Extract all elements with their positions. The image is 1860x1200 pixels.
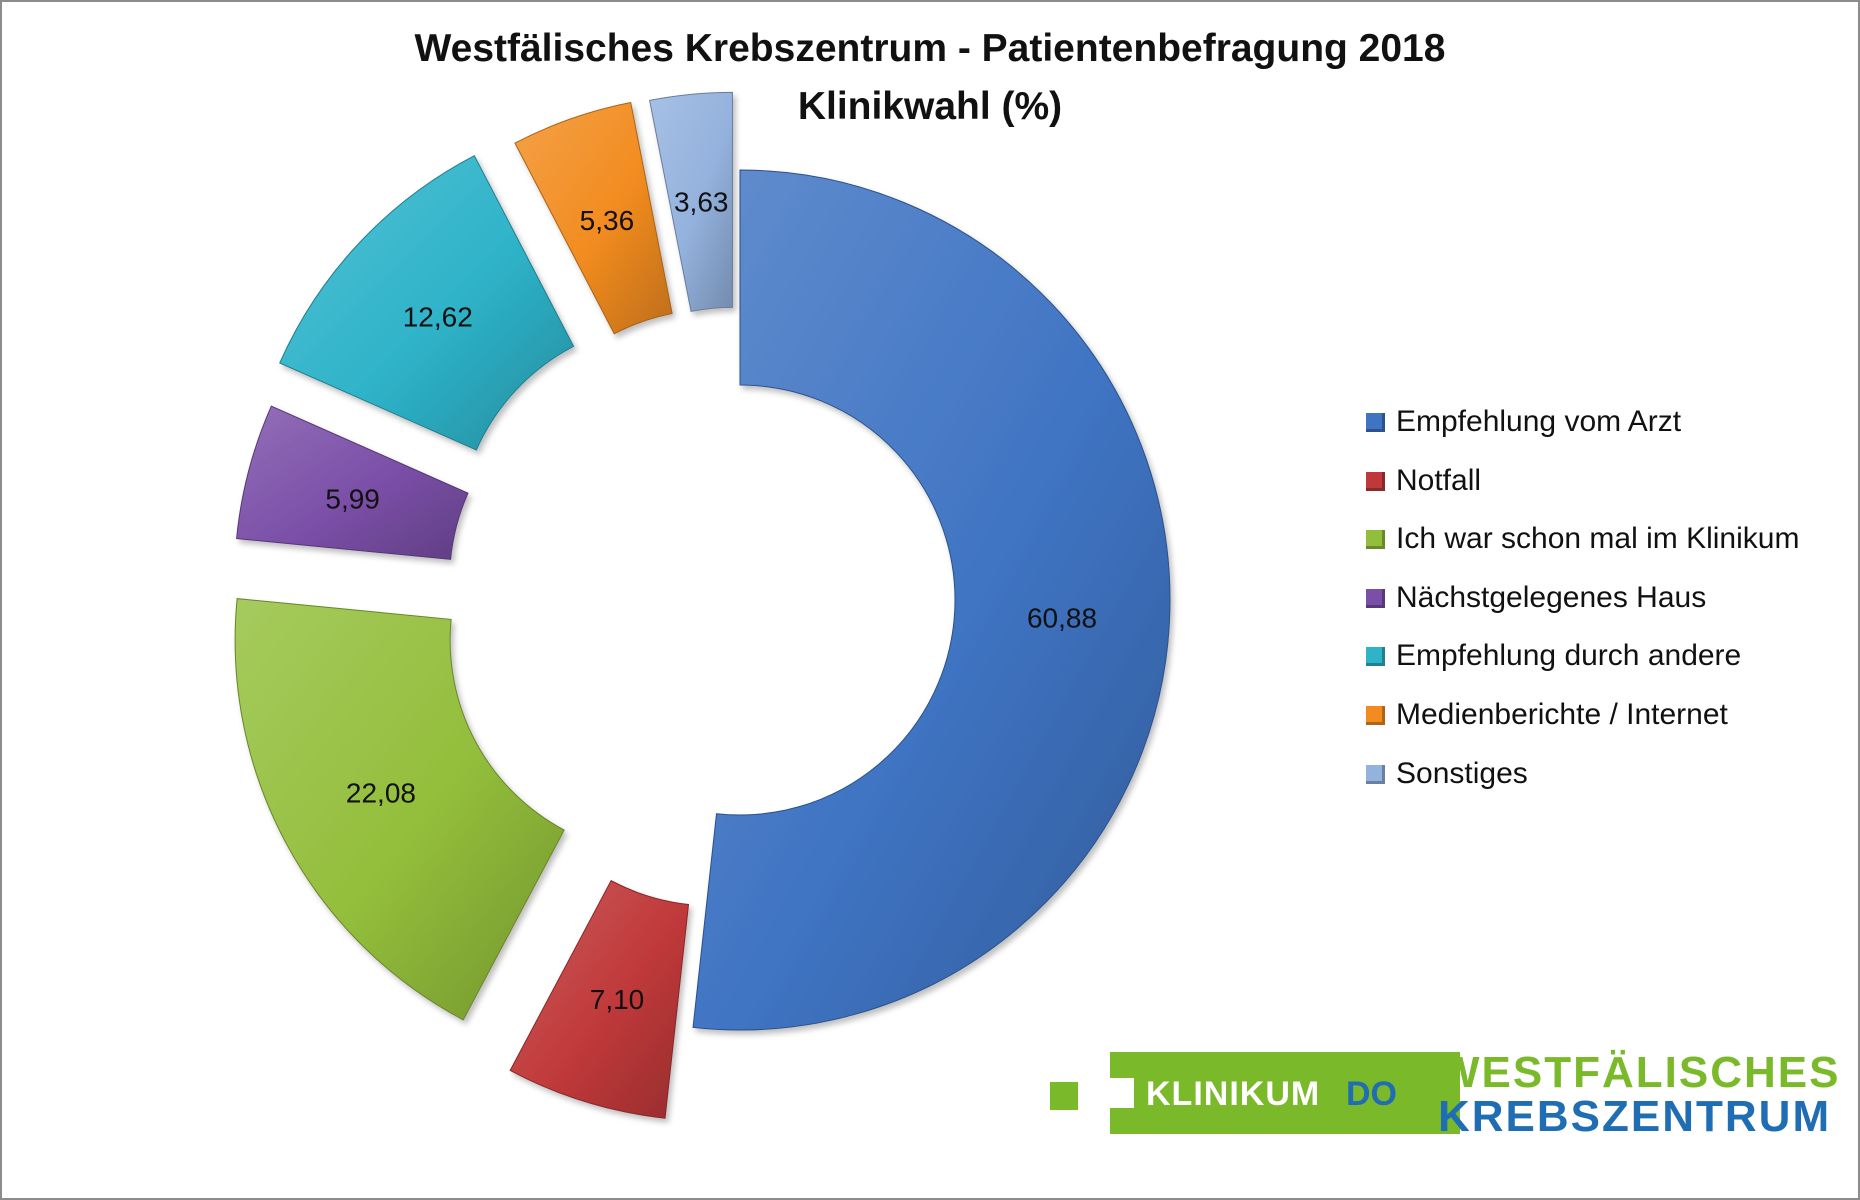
- chart-title-block: Westfälisches Krebszentrum - Patientenbe…: [300, 20, 1560, 136]
- klinikum-do-logo: KLINIKUM DO WESTFÄLISCHES KREBSZENTRUM: [1050, 1048, 1838, 1148]
- logo-square-icon: [1050, 1082, 1078, 1110]
- data-label: 12,62: [403, 301, 473, 332]
- legend-swatch: [1366, 647, 1385, 667]
- legend-swatch: [1366, 413, 1385, 432]
- legend-swatch: [1366, 471, 1385, 491]
- legend-label: Empfehlung durch andere: [1396, 639, 1742, 673]
- chart-subtitle: Klinikwahl (%): [797, 85, 1063, 128]
- logo-krebszentrum-text: KREBSZENTRUM: [1438, 1092, 1832, 1141]
- slice-empfehlung-durch-andere: [279, 154, 575, 451]
- donut-slices: [234, 91, 1171, 1119]
- logo-notch: [1110, 1078, 1134, 1108]
- logo-klinikum-text: KLINIKUM: [1146, 1075, 1321, 1113]
- legend-label: Nächstgelegenes Haus: [1396, 580, 1707, 614]
- legend-swatch: [1366, 530, 1385, 550]
- data-label: 5,36: [580, 205, 635, 236]
- legend-swatch: [1366, 764, 1385, 784]
- legend-label: Sonstiges: [1396, 756, 1528, 790]
- data-label: 5,99: [325, 483, 380, 514]
- slice-medienberichte-internet: [514, 101, 673, 335]
- legend-label: Empfehlung vom Arzt: [1396, 405, 1682, 438]
- slice-empfehlung-vom-arzt: [692, 169, 1171, 1031]
- legend-label: Medienberichte / Internet: [1396, 697, 1728, 731]
- legend-label: Ich war schon mal im Klinikum: [1396, 522, 1800, 556]
- logo-do-text: DO: [1346, 1075, 1397, 1113]
- slice-nächstgelegenes-haus: [236, 405, 469, 560]
- logo-green-bar: [1110, 1052, 1460, 1134]
- data-label: 7,10: [590, 984, 645, 1015]
- data-label: 22,08: [346, 778, 416, 809]
- slice-ich-war-schon-mal-im-klinikum: [234, 598, 565, 1021]
- logo-westfaelisches-text: WESTFÄLISCHES: [1438, 1048, 1841, 1097]
- slice-notfall: [509, 879, 690, 1119]
- data-label: 3,63: [674, 186, 729, 217]
- legend-label: Notfall: [1396, 463, 1482, 497]
- slice-sonstiges: [649, 91, 733, 312]
- legend-swatch: [1366, 705, 1385, 725]
- data-labels: 60,88 7,10 22,08 5,99 12,62 5,36 3,63: [325, 186, 1097, 1015]
- chart-title: Westfälisches Krebszentrum - Patientenbe…: [414, 27, 1446, 70]
- legend-swatch: [1366, 588, 1385, 608]
- data-label: 60,88: [1027, 603, 1097, 634]
